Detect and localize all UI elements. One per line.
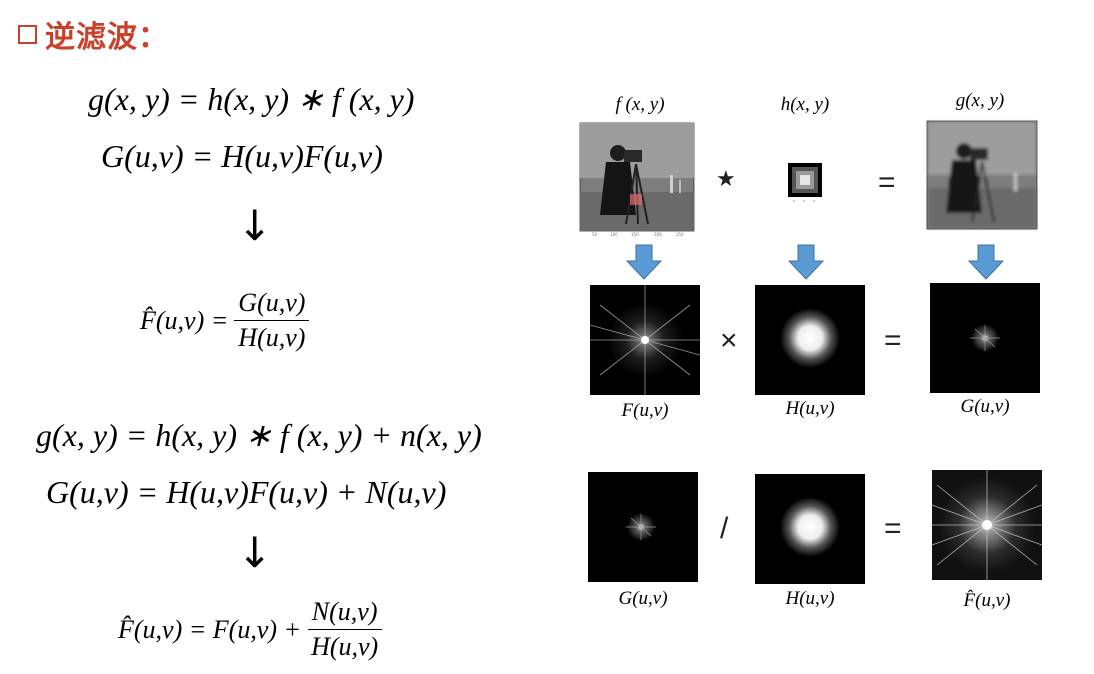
spectrum-H-image [755,474,865,584]
label-h-xy: h(x, y) [780,94,830,115]
fraction-denominator: H(u,v) [238,323,306,352]
equation-noisy-degradation-freq: G(u,v) = H(u,v)F(u,v) + N(u,v) [46,474,447,510]
equation-inverse-filter-noise: F̂(u,v) = F(u,v) + N(u,v) H(u,v) [118,597,382,662]
down-arrow-icon: ↓ [237,201,273,250]
svg-text:250: 250 [676,232,684,237]
equation-degradation: g(x, y) = h(x, y) ∗ f (x, y) [88,81,415,117]
section-heading: 逆滤波： [18,12,169,56]
spectrum-G-image [930,283,1040,393]
label-F-hat-uv: F̂(u,v) [963,590,1011,611]
blue-down-arrow-icon [787,244,825,280]
fraction-denominator: H(u,v) [311,632,379,661]
multiply-operator: × [720,324,738,357]
cameraman-blurred-image [922,118,1042,236]
blur-kernel-image [784,161,826,203]
svg-text:200: 200 [654,232,662,237]
spectrum-G-image [588,472,698,582]
spectrum-F-hat-image [932,470,1042,580]
cameraman-original-image: 50 100 150 200 250 [574,120,698,238]
fraction-numerator: N(u,v) [307,597,382,630]
equation-noisy-degradation: g(x, y) = h(x, y) ∗ f (x, y) + n(x, y) [36,417,482,453]
heading-text: 逆滤波： [45,20,169,55]
blue-down-arrow-icon [625,244,663,280]
label-g-xy: g(x, y) [955,90,1005,111]
label-H-uv: H(u,v) [785,398,835,419]
svg-text:100: 100 [610,232,618,237]
checkbox-bullet-icon [18,24,37,44]
label-G-uv: G(u,v) [960,396,1010,417]
inverse-filter-noise-lhs: F̂(u,v) = F(u,v) + [118,614,302,644]
equals-operator: = [884,324,902,357]
spectrum-H-image [755,285,865,395]
spectrum-F-image [590,285,700,395]
equals-operator: = [878,166,896,199]
inverse-filter-noise-fraction: N(u,v) H(u,v) [307,597,382,662]
equals-operator: = [884,512,902,545]
inverse-filter-fraction: G(u,v) H(u,v) [234,288,310,353]
divide-operator: / [720,512,729,545]
label-f-xy: f (x, y) [615,94,665,115]
equation-inverse-filter: F̂(u,v) = G(u,v) H(u,v) [140,288,310,353]
fraction-numerator: G(u,v) [234,288,310,321]
label-G-uv: G(u,v) [618,588,668,609]
blue-down-arrow-icon [967,244,1005,280]
label-H-uv: H(u,v) [785,588,835,609]
convolution-operator-icon: ★ [716,166,736,191]
inverse-filter-lhs: F̂(u,v) = [140,305,229,335]
down-arrow-icon: ↓ [237,528,273,577]
equation-degradation-freq: G(u,v) = H(u,v)F(u,v) [101,138,383,174]
svg-text:50: 50 [592,232,598,237]
svg-text:150: 150 [631,232,639,237]
label-F-uv: F(u,v) [621,400,669,421]
